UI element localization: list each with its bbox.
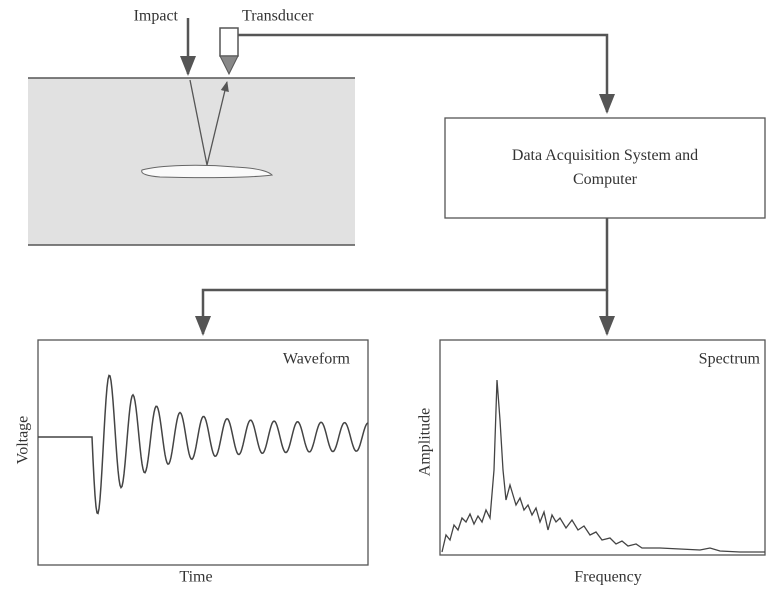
transducer-label: Transducer: [242, 8, 314, 25]
output-line: [195, 218, 609, 336]
spectrum-title: Spectrum: [699, 351, 761, 368]
waveform-panel: [37, 339, 369, 566]
system-box: [444, 117, 766, 219]
waveform-title: Waveform: [283, 351, 351, 368]
transducer-tip: [219, 55, 239, 76]
spectrum-y-label: Amplitude: [417, 408, 434, 476]
flaw: [141, 164, 274, 179]
waveform-curve: [38, 374, 369, 515]
spectrum-x-label: Frequency: [574, 569, 642, 586]
system-label: Data Acquisition System and Computer: [511, 147, 699, 188]
impact-label: Impact: [134, 8, 179, 25]
waveform-x-label: Time: [179, 569, 212, 586]
concrete-slab: [28, 78, 355, 245]
spectrum-panel: [439, 339, 766, 556]
stress-wave-path: [189, 79, 229, 166]
signal-line: [238, 33, 615, 114]
transducer: [219, 27, 239, 57]
waveform-y-label: Voltage: [15, 416, 32, 465]
spectrum-curve: [441, 379, 765, 553]
